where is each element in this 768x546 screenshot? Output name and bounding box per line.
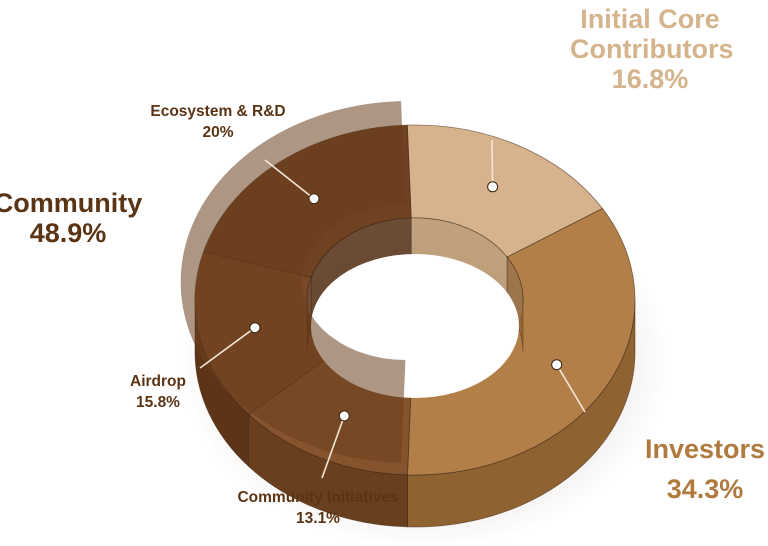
leader-line-4	[264, 159, 315, 200]
slice-value: 20%	[202, 123, 234, 141]
slice-name: Airdrop	[130, 373, 186, 390]
community-group-overlay	[180, 101, 406, 463]
group-name: Initial Core Contributors	[570, 4, 734, 65]
leader-dot-0	[487, 181, 499, 193]
leader-dot-4	[308, 193, 320, 205]
slice-value: 15.8%	[136, 393, 180, 411]
group-value: 34.3%	[666, 474, 744, 505]
leader-dot-3	[249, 322, 261, 334]
slice-name: Community Initiatives	[237, 489, 399, 506]
group-value: 48.9%	[29, 218, 107, 249]
group-name: Community	[0, 188, 143, 218]
group-label-community: Community 48.9%	[0, 188, 168, 248]
leader-line-1	[556, 364, 586, 413]
group-value: 16.8%	[611, 64, 689, 95]
leader-dot-1	[551, 359, 563, 371]
slice-name: Ecosystem & R&D	[150, 103, 286, 120]
slice-value: 13.1%	[296, 509, 340, 527]
leader-line-0	[491, 139, 494, 187]
leader-line-2	[321, 415, 346, 479]
group-label-initial-core-contributors: Initial Core Contributors 16.8%	[560, 4, 740, 95]
slice-label-community-initiatives: Community Initiatives 13.1%	[218, 488, 418, 530]
group-name: Investors	[644, 434, 766, 464]
leader-dot-2	[338, 410, 350, 422]
leader-line-3	[199, 327, 256, 369]
group-label-investors: Investors 34.3%	[630, 434, 768, 504]
slice-label-airdrop: Airdrop 15.8%	[108, 372, 208, 414]
slice-label-ecosystem: Ecosystem & R&D 20%	[138, 102, 298, 144]
